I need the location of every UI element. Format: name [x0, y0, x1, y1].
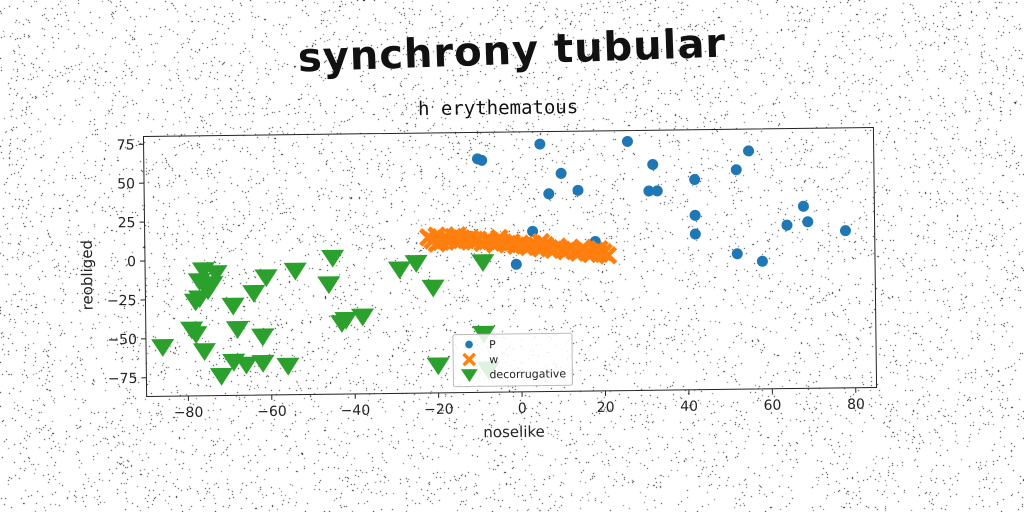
- data-point-decorrugative: [254, 269, 278, 288]
- data-point-decorrugative: [183, 293, 207, 312]
- data-point-decorrugative: [242, 284, 266, 303]
- data-point-w: [590, 239, 609, 259]
- data-point-p: [572, 184, 584, 196]
- chart-title: h erythematous: [418, 96, 578, 120]
- plot-frame: [142, 127, 878, 397]
- legend-marker-w: [462, 352, 477, 367]
- data-point-p: [802, 216, 814, 228]
- data-point-decorrugative: [471, 254, 495, 273]
- data-point-decorrugative: [184, 326, 208, 345]
- data-point-decorrugative: [421, 279, 445, 298]
- y-tick-label: −25: [107, 293, 137, 309]
- data-point-p: [534, 138, 546, 150]
- data-point-decorrugative: [276, 357, 300, 376]
- data-point-p: [839, 225, 851, 237]
- data-point-decorrugative: [192, 343, 216, 362]
- data-point-p: [621, 135, 633, 147]
- data-point-decorrugative: [283, 262, 307, 281]
- chart-rotated-group: h erythematous −80 −60 −40 −20 0 20 40 60 80−75−…: [78, 96, 878, 442]
- y-tick-label: −75: [108, 371, 138, 387]
- legend-marker-p: [465, 340, 473, 349]
- data-point-p: [476, 154, 488, 166]
- data-point-decorrugative: [334, 311, 358, 330]
- data-point-p: [730, 164, 742, 176]
- data-point-p: [555, 167, 567, 179]
- x-tick-label: −40: [341, 403, 371, 419]
- legend-label-w: w: [489, 353, 498, 366]
- data-point-w: [489, 228, 509, 248]
- data-point-p: [756, 255, 768, 267]
- x-axis-label: noselike: [483, 423, 545, 442]
- data-point-w: [573, 238, 593, 258]
- data-point-p: [647, 159, 659, 171]
- x-tick-label: 80: [847, 397, 865, 413]
- data-point-w: [427, 234, 447, 253]
- data-point-p: [510, 258, 522, 270]
- data-point-decorrugative: [151, 338, 175, 357]
- y-axis-label: reobliged: [78, 240, 97, 311]
- x-tick-label: 20: [597, 400, 615, 416]
- data-point-decorrugative: [209, 367, 233, 386]
- data-point-p: [651, 185, 663, 197]
- x-tick-label: −80: [174, 405, 204, 421]
- data-point-p: [743, 145, 755, 157]
- legend-label-p: P: [489, 338, 496, 351]
- data-point-decorrugative: [404, 254, 428, 273]
- data-point-p: [689, 209, 701, 221]
- axis-ticks: −80 −60 −40 −20 0 20 40 60 80 −75 −50 −25 0 25 50 75: [107, 137, 865, 421]
- y-tick-label: 75: [117, 137, 135, 153]
- data-point-decorrugative: [221, 297, 245, 316]
- x-tick-label: 0: [518, 401, 527, 417]
- y-tick-label: 25: [118, 215, 136, 231]
- data-point-decorrugative: [321, 249, 345, 268]
- data-point-decorrugative: [350, 308, 375, 327]
- data-point-decorrugative: [251, 328, 275, 347]
- data-point-p: [643, 185, 655, 197]
- data-point-w: [531, 232, 551, 252]
- legend-label-decorrugative: decorrugative: [489, 367, 566, 381]
- data-point-p: [797, 200, 809, 212]
- x-tick-label: 40: [680, 399, 698, 415]
- data-point-p: [781, 219, 793, 231]
- legend-marker-decorrugative: [460, 369, 478, 383]
- y-tick-label: 50: [117, 176, 135, 192]
- data-point-decorrugative: [387, 261, 412, 280]
- x-tick-label: 60: [764, 398, 782, 414]
- data-point-p: [689, 228, 701, 240]
- legend-box: [452, 332, 574, 388]
- data-point-w: [448, 226, 467, 245]
- data-point-decorrugative: [234, 356, 258, 375]
- data-point-decorrugative: [317, 276, 341, 295]
- data-point-decorrugative: [251, 354, 275, 373]
- y-tick-label: 0: [127, 254, 136, 270]
- data-point-decorrugative: [204, 265, 228, 284]
- data-point-p: [689, 174, 701, 186]
- x-tick-label: −60: [257, 404, 287, 420]
- data-point-decorrugative: [426, 357, 450, 376]
- data-point-decorrugative: [225, 320, 250, 339]
- y-tick-label: −50: [107, 332, 137, 348]
- data-point-p: [731, 248, 743, 260]
- x-tick-label: −20: [424, 402, 454, 418]
- data-point-p: [543, 188, 555, 200]
